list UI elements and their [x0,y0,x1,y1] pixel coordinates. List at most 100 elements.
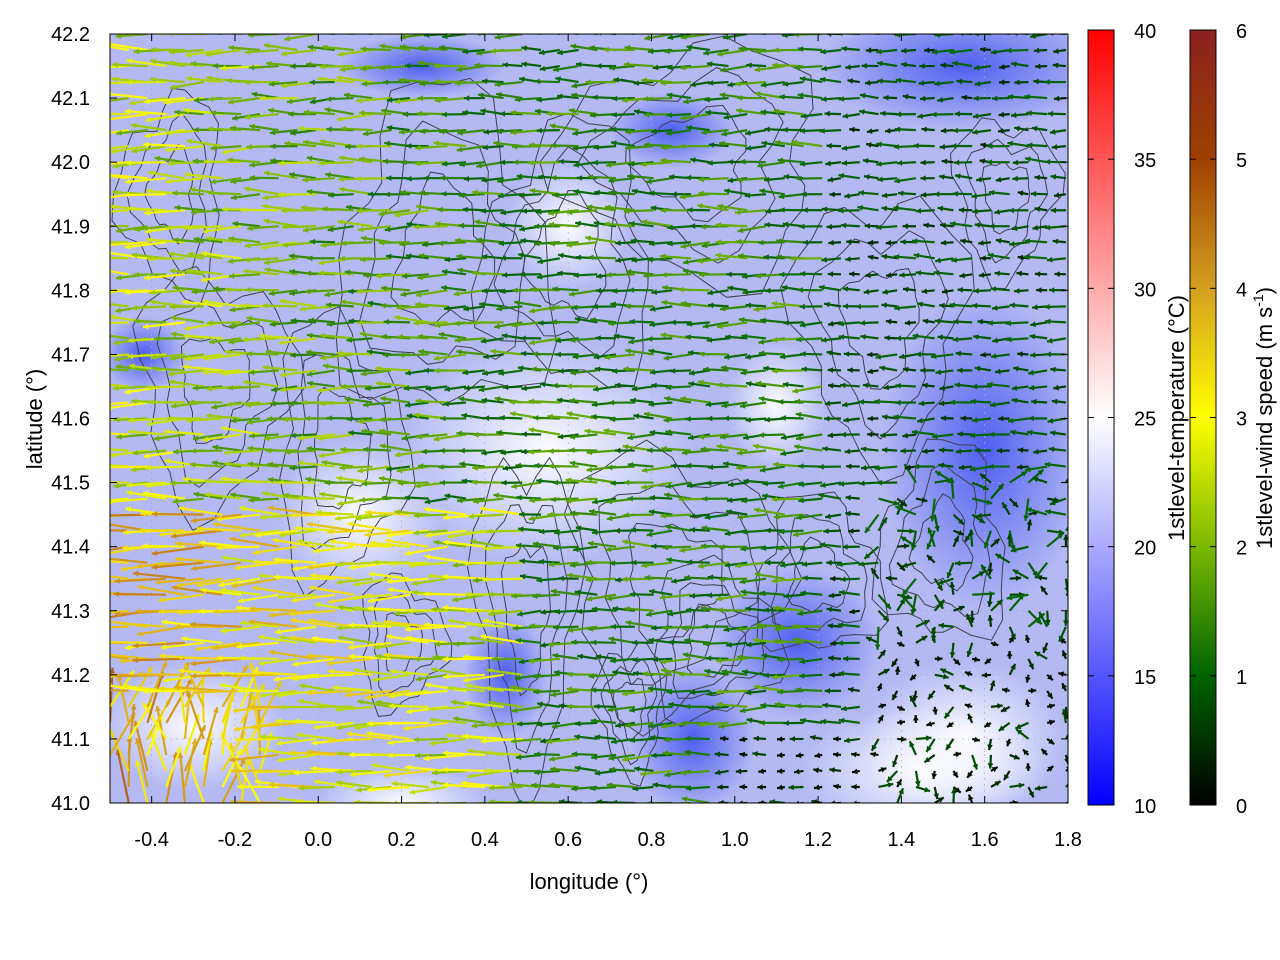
wind-head-195 [833,751,839,758]
wind-head-134 [640,770,647,777]
wind-head-239 [663,736,669,743]
wind-head-474 [177,654,183,661]
wind-shaft-262 [146,671,164,724]
wind-head-151 [991,767,998,773]
wind-vector-370 [173,684,223,692]
wind-vector-7 [240,758,251,803]
wind-vector-436 [443,673,485,680]
wind-head-498 [652,656,658,663]
wind-shaft-1517 [242,337,279,341]
wind-vector-398 [715,689,748,695]
wind-vector-462 [964,671,973,677]
wind-shaft-176 [442,751,485,757]
wind-vector-493 [552,652,579,660]
wind-head-458 [894,666,901,672]
wind-vector-226 [413,736,448,743]
wind-head-1405 [96,366,101,372]
wind-vector-557 [773,638,804,644]
wind-vector-167 [277,753,317,763]
wind-head-157 [130,704,137,710]
wind-vector-581 [240,620,279,628]
wind-vector-510 [890,658,899,668]
wind-head-1353 [92,381,97,387]
wind-head-283 [517,721,523,727]
wind-head-342 [647,704,654,711]
wind-vector-139 [758,768,767,775]
wind-vector-1300 [110,401,111,403]
wind-vector-486 [414,656,448,662]
wind-vector-582 [248,619,298,628]
wind-head-1094 [104,465,109,471]
wind-head-989 [88,499,94,505]
wind-head-419 [115,673,121,680]
wind-head-1145 [91,446,97,452]
wind-shaft-259 [1064,733,1068,740]
wind-vector-538 [405,635,448,644]
wind-head-263 [186,678,192,685]
wind-head-519 [1062,650,1068,657]
wind-vector-403 [824,688,841,694]
wind-head-218 [260,734,266,740]
wind-vector-565 [949,642,956,658]
wind-head-435 [430,667,437,673]
wind-shaft-579 [190,623,242,628]
wind-head-576 [137,630,143,637]
wind-head-567 [992,640,999,647]
wind-head-356 [932,709,938,715]
wind-head-536 [374,644,380,650]
wind-vector-277 [386,720,429,727]
wind-vector-125 [467,769,504,779]
wind-head-436 [443,673,449,680]
wind-head-391 [590,687,597,693]
wind-head-148 [931,773,938,779]
wind-vector-307 [983,721,992,729]
wind-head-361 [1025,699,1031,706]
wind-vector-235 [594,734,617,741]
wind-vector-285 [551,721,579,730]
wind-head-217 [235,736,241,743]
wind-vector-309 [1014,721,1029,730]
wind-head-114 [252,769,258,775]
wind-vector-208 [110,736,112,739]
wind-vector-93 [878,782,894,789]
wind-head-143 [829,767,835,773]
wind-head-372 [220,682,226,689]
wind-shaft-163 [240,716,266,756]
wind-head-449 [704,668,711,675]
wind-vector-388 [533,688,560,695]
wind-shaft-277 [386,721,429,725]
wind-vector-374 [259,689,298,698]
wind-head-331 [428,706,434,712]
wind-head-165 [229,756,236,763]
wind-vector-193 [795,752,804,759]
wind-head-146 [887,776,893,782]
wind-shaft-534 [337,636,373,644]
wind-vector-222 [327,737,373,744]
wind-vector-219 [276,737,317,746]
wind-shaft-528 [212,641,261,650]
wind-head-1093 [90,461,96,467]
wind-shaft-47 [990,802,993,803]
wind-head-246 [810,734,816,741]
wind-vector-308 [998,722,1011,732]
wind-vector-233 [546,737,579,745]
wind-vector-378 [332,685,373,692]
wind-vector-201 [953,751,962,758]
wind-head-339 [594,703,600,710]
wind-shaft-233 [546,737,579,743]
wind-vector-458 [894,666,901,675]
wind-shaft-537 [386,634,429,644]
wind-vector-345 [708,704,729,711]
wind-head-526 [181,636,187,642]
wind-head-522 [103,639,108,645]
wind-head-1404 [68,368,73,374]
wind-shaft-470 [110,653,148,660]
wind-vector-466 [1046,674,1054,681]
wind-vector-100 [1009,782,1025,789]
wind-vector-513 [952,657,961,666]
wind-vector-195 [832,751,842,758]
wind-vector-452 [763,672,785,679]
wind-vector-413 [1028,687,1037,694]
wind-head-484 [375,653,381,660]
wind-shaft-379 [344,689,392,697]
